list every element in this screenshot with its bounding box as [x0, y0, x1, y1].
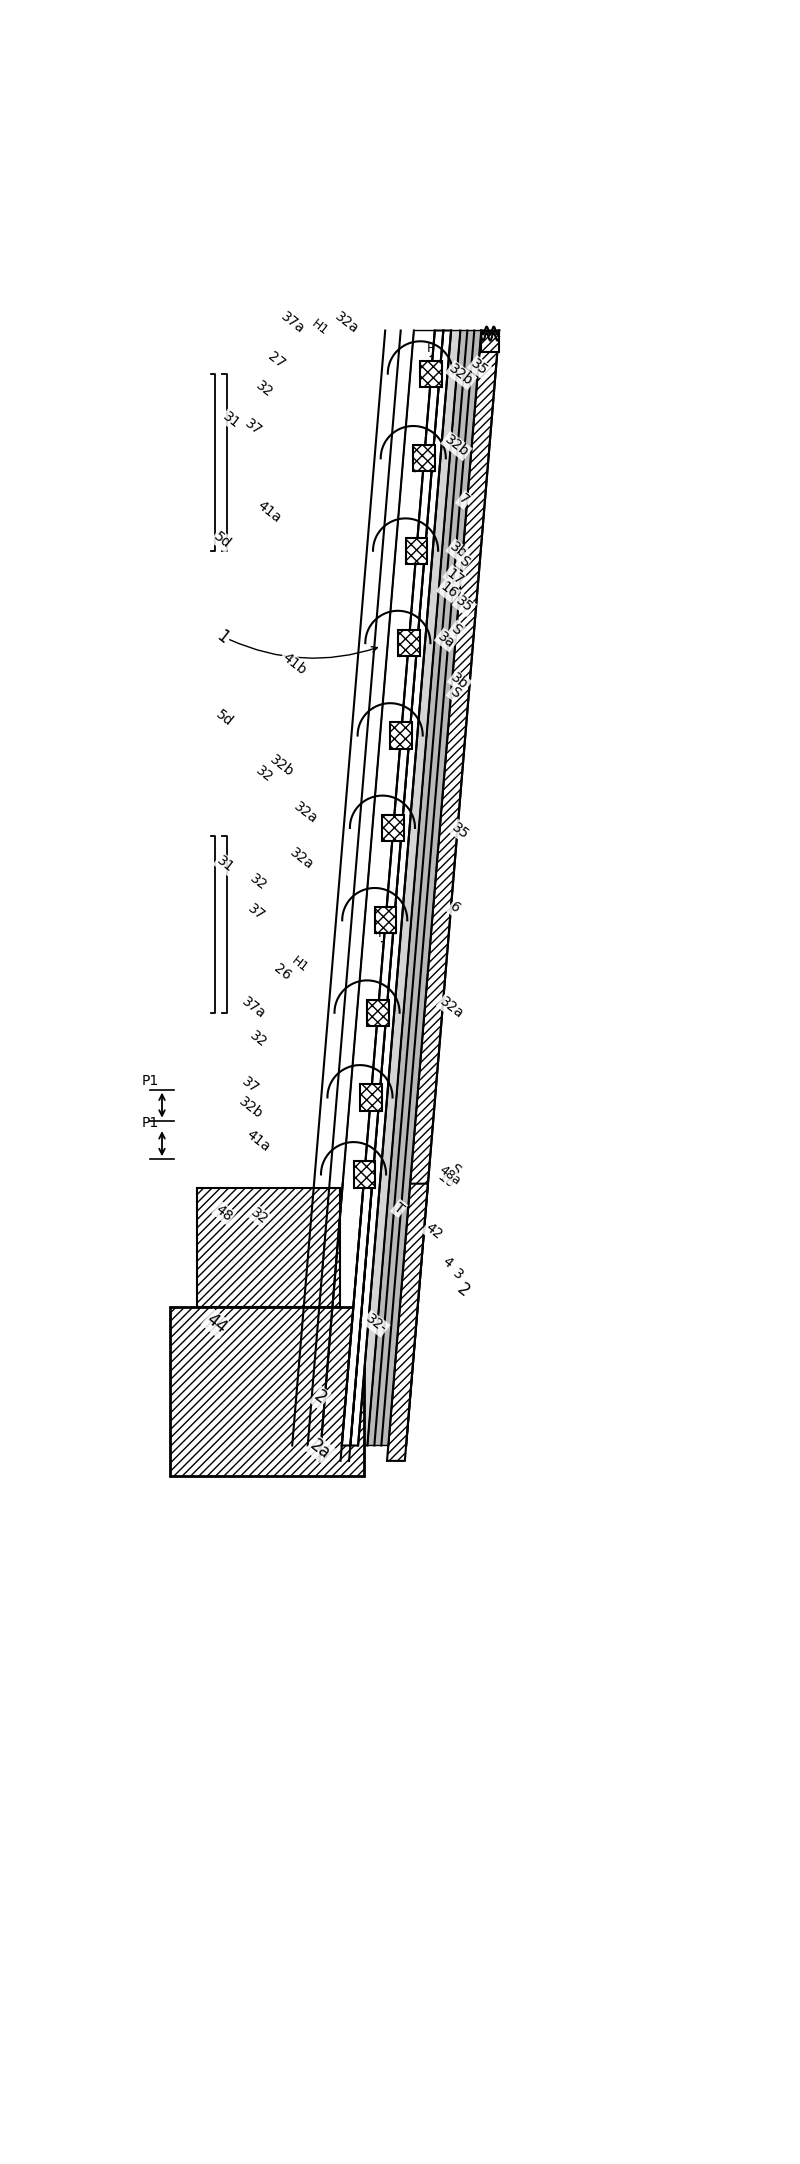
Bar: [197, 1188, 340, 1307]
Text: S: S: [447, 684, 462, 701]
Text: 3: 3: [450, 1266, 466, 1283]
Text: 37: 37: [246, 902, 268, 924]
Text: 37a: 37a: [239, 995, 268, 1021]
Bar: [414, 446, 435, 472]
Text: 4: 4: [439, 1253, 455, 1270]
Text: 6: 6: [447, 900, 462, 915]
Text: 48a: 48a: [437, 1164, 464, 1188]
Text: 32a: 32a: [290, 799, 320, 827]
Text: 32b: 32b: [236, 1095, 265, 1121]
Polygon shape: [367, 331, 482, 1446]
Bar: [360, 1084, 382, 1110]
Polygon shape: [342, 331, 443, 1446]
Bar: [390, 723, 412, 749]
Text: 35: 35: [453, 593, 475, 615]
Text: 37: 37: [242, 418, 265, 439]
Text: 1: 1: [213, 628, 232, 647]
Text: H1: H1: [289, 954, 310, 974]
Text: 3b: 3b: [448, 671, 471, 692]
Text: 37: 37: [239, 1073, 262, 1095]
Text: 32: 32: [253, 764, 275, 786]
Text: 41a: 41a: [254, 498, 284, 526]
Text: S: S: [457, 554, 472, 569]
Bar: [398, 630, 419, 656]
Polygon shape: [358, 331, 460, 1446]
Text: 32a: 32a: [332, 309, 361, 335]
Polygon shape: [482, 331, 499, 353]
Text: 2: 2: [310, 1387, 330, 1409]
Text: 17: 17: [444, 567, 466, 589]
Text: 27: 27: [266, 348, 288, 370]
Text: 7: 7: [457, 491, 472, 509]
Bar: [170, 1307, 363, 1476]
Text: 32: 32: [249, 1205, 271, 1227]
Polygon shape: [321, 331, 435, 1446]
Polygon shape: [387, 1184, 428, 1461]
Text: 5d: 5d: [213, 708, 235, 729]
Text: 44: 44: [202, 1309, 230, 1337]
Text: T: T: [391, 1201, 407, 1216]
Text: 32: 32: [247, 870, 270, 894]
Text: 32b: 32b: [266, 753, 296, 779]
Text: 35: 35: [469, 357, 491, 379]
Text: S: S: [449, 621, 464, 638]
Text: 31: 31: [221, 409, 243, 431]
Polygon shape: [388, 331, 499, 1446]
Bar: [374, 907, 397, 933]
Text: 48: 48: [213, 1201, 235, 1225]
Text: 42: 42: [422, 1220, 445, 1242]
Text: 41a: 41a: [243, 1127, 273, 1156]
Text: 16: 16: [434, 1169, 457, 1192]
Text: 5d: 5d: [211, 530, 234, 552]
Text: 3a: 3a: [435, 630, 458, 651]
Text: 32a: 32a: [287, 846, 316, 872]
Text: 41b: 41b: [279, 649, 309, 677]
Text: 35: 35: [449, 820, 471, 842]
Bar: [420, 361, 442, 387]
Polygon shape: [350, 331, 451, 1446]
Text: 32b: 32b: [442, 433, 471, 459]
Text: 26: 26: [271, 961, 294, 982]
Text: H1: H1: [427, 342, 444, 355]
Text: 2: 2: [453, 1279, 473, 1301]
Text: P1: P1: [142, 1073, 159, 1088]
Bar: [382, 816, 404, 842]
Text: H1: H1: [310, 316, 331, 338]
Text: H1: H1: [378, 926, 395, 939]
Text: 3b: 3b: [446, 539, 470, 563]
Text: 37a: 37a: [278, 309, 307, 335]
Text: 32: 32: [253, 379, 275, 400]
Bar: [354, 1162, 375, 1188]
Text: 32a: 32a: [438, 995, 466, 1021]
Text: 31: 31: [214, 853, 237, 874]
Text: S: S: [447, 1162, 462, 1177]
Text: 16: 16: [438, 580, 460, 602]
Text: 32b: 32b: [446, 361, 476, 390]
Text: 2a: 2a: [306, 1437, 334, 1463]
Text: 32: 32: [247, 1028, 270, 1050]
Bar: [367, 1000, 389, 1026]
Text: P1: P1: [142, 1117, 159, 1130]
Bar: [406, 537, 427, 565]
Text: 32-: 32-: [362, 1311, 389, 1335]
